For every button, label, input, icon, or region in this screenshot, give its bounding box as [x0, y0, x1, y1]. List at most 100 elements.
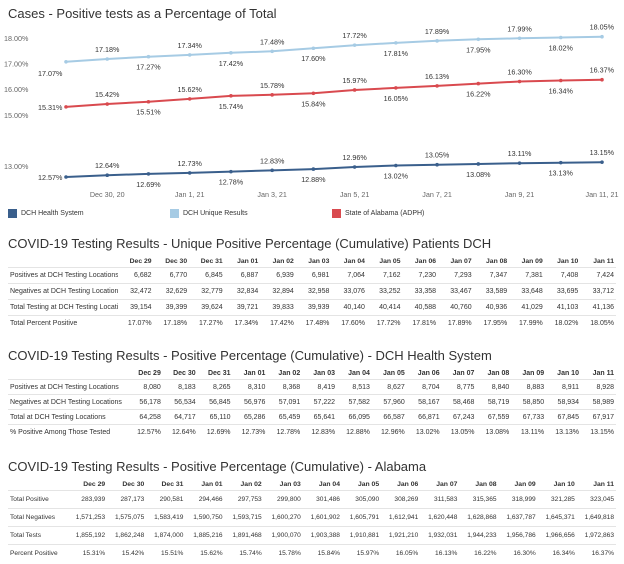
data-point [311, 46, 316, 51]
table-cell: 16.30% [498, 544, 538, 562]
data-point [64, 175, 68, 179]
table-row: Total Testing at DCH Testing Locations 39… [8, 299, 616, 316]
table-cell: 315,365 [459, 490, 499, 509]
table-cell: 13.02% [406, 424, 442, 439]
data-point [105, 57, 110, 61]
table-cell: 1,571,253 [68, 508, 108, 527]
data-label: 17.27% [136, 63, 161, 72]
table-cell: 1,862,248 [107, 526, 147, 545]
table-cell: 18.05% [580, 315, 616, 331]
table-cell: 32,894 [260, 283, 296, 300]
legend-item-dch-health-system[interactable]: DCH Health System [8, 209, 84, 218]
table-row: Negatives at DCH Testing Locations 56,178… [8, 394, 616, 410]
table-cell: 33,358 [402, 283, 439, 300]
table-cell: 65,459 [267, 409, 303, 425]
table-cell: 305,090 [341, 490, 382, 509]
data-label: 16.30% [507, 68, 532, 77]
table-cell: 33,076 [331, 283, 367, 300]
table-cell: 8,513 [337, 379, 372, 395]
data-point [558, 160, 563, 165]
table-cell: 17.34% [224, 315, 261, 331]
table-cell: 67,917 [580, 409, 616, 425]
legend-item-state-of-alabama[interactable]: State of Alabama (ADPH) [332, 209, 424, 218]
table-cell: 7,293 [438, 267, 474, 284]
legend-item-dch-unique-results[interactable]: DCH Unique Results [170, 209, 248, 218]
data-label: 17.34% [177, 41, 202, 50]
data-label: 15.51% [136, 108, 161, 117]
table-cell: 12.96% [371, 424, 407, 439]
table-cell: 13.15% [580, 424, 616, 439]
table-row: Percent Positive 15.31% 15.42% 15.51% 15.62%… [8, 544, 616, 562]
table-cell: 6,939 [260, 267, 296, 284]
table-cell: 57,091 [267, 394, 303, 410]
column-header: Jan 08 [475, 480, 497, 488]
legend-label: DCH Unique Results [183, 210, 248, 217]
column-header: Jan 10 [557, 257, 579, 265]
series-line [65, 161, 603, 178]
column-header: Dec 31 [200, 257, 223, 265]
data-point [187, 97, 192, 101]
table-cell: 6,981 [295, 267, 332, 284]
table-cell: 299,800 [263, 490, 303, 509]
table-cell: 8,419 [302, 379, 338, 395]
row-label: Positives at DCH Testing Locations [8, 267, 118, 284]
table-cell: 58,850 [511, 394, 547, 410]
x-tick-label: Dec 30, 20 [90, 190, 125, 199]
table-cell: 8,265 [197, 379, 233, 395]
table-cell: 1,637,787 [498, 508, 538, 527]
table-cell: 1,601,902 [302, 508, 342, 527]
table-cell: 40,936 [473, 299, 510, 316]
table-cell: 7,424 [580, 267, 616, 284]
table-cell: 17.60% [331, 315, 367, 331]
data-label: 12.57% [38, 173, 63, 182]
data-point [146, 54, 151, 59]
column-header: Jan 06 [414, 257, 437, 265]
data-point [187, 171, 192, 175]
column-header: Jan 04 [343, 257, 365, 265]
table-cell: 12.64% [162, 424, 198, 439]
table-cell: 323,045 [576, 490, 616, 509]
data-label: 12.88% [301, 175, 326, 184]
table-row: Negatives at DCH Testing Locations 32,472… [8, 283, 616, 300]
table-cell: 8,840 [476, 379, 512, 395]
table-row: Total Positive 283,939 287,173 290,581 294,4… [8, 490, 616, 509]
table-cell: 1,900,070 [263, 526, 303, 545]
table-cell: 301,486 [302, 490, 342, 509]
table-cell: 1,903,388 [302, 526, 342, 545]
table-cell: 15.74% [224, 544, 264, 562]
data-label: 16.13% [425, 72, 450, 81]
data-label: 15.97% [342, 76, 367, 85]
table-cell: 33,589 [473, 283, 510, 300]
column-header: Jan 06 [397, 480, 419, 488]
data-point [311, 91, 316, 96]
table-cell: 13.08% [476, 424, 512, 439]
data-point [558, 78, 563, 83]
row-label: Negatives at DCH Testing Locations [8, 394, 128, 410]
data-label: 17.60% [301, 54, 326, 63]
table-cell: 8,368 [267, 379, 303, 395]
table-cell: 8,883 [511, 379, 547, 395]
table-cell: 294,466 [185, 490, 225, 509]
table-cell: 1,972,863 [576, 526, 616, 545]
data-label: 18.02% [549, 43, 574, 52]
table-cell: 1,645,371 [537, 508, 577, 527]
column-header: Jan 10 [553, 480, 575, 488]
x-tick-label: Jan 7, 21 [422, 190, 452, 199]
table-cell: 6,770 [153, 267, 190, 284]
table-cell: 8,775 [441, 379, 477, 395]
header-blank [8, 255, 118, 268]
data-point [105, 102, 110, 106]
table-header-row: Dec 29 Dec 30 Dec 31 Jan 01 Jan 02 Jan 03 Jan … [8, 367, 616, 380]
y-tick-label: 13.00% [4, 162, 29, 171]
table-cell: 41,136 [580, 299, 616, 316]
table-cell: 1,966,656 [537, 526, 577, 545]
table-cell: 56,976 [232, 394, 268, 410]
table-cell: 39,721 [224, 299, 261, 316]
data-label: 17.72% [342, 31, 367, 40]
data-point [517, 161, 522, 165]
row-label: Total Percent Positive [8, 315, 118, 331]
table-cell: 17.48% [295, 315, 332, 331]
table-cell: 16.22% [459, 544, 499, 562]
table-cell: 1,620,448 [420, 508, 460, 527]
data-label: 12.96% [342, 153, 367, 162]
